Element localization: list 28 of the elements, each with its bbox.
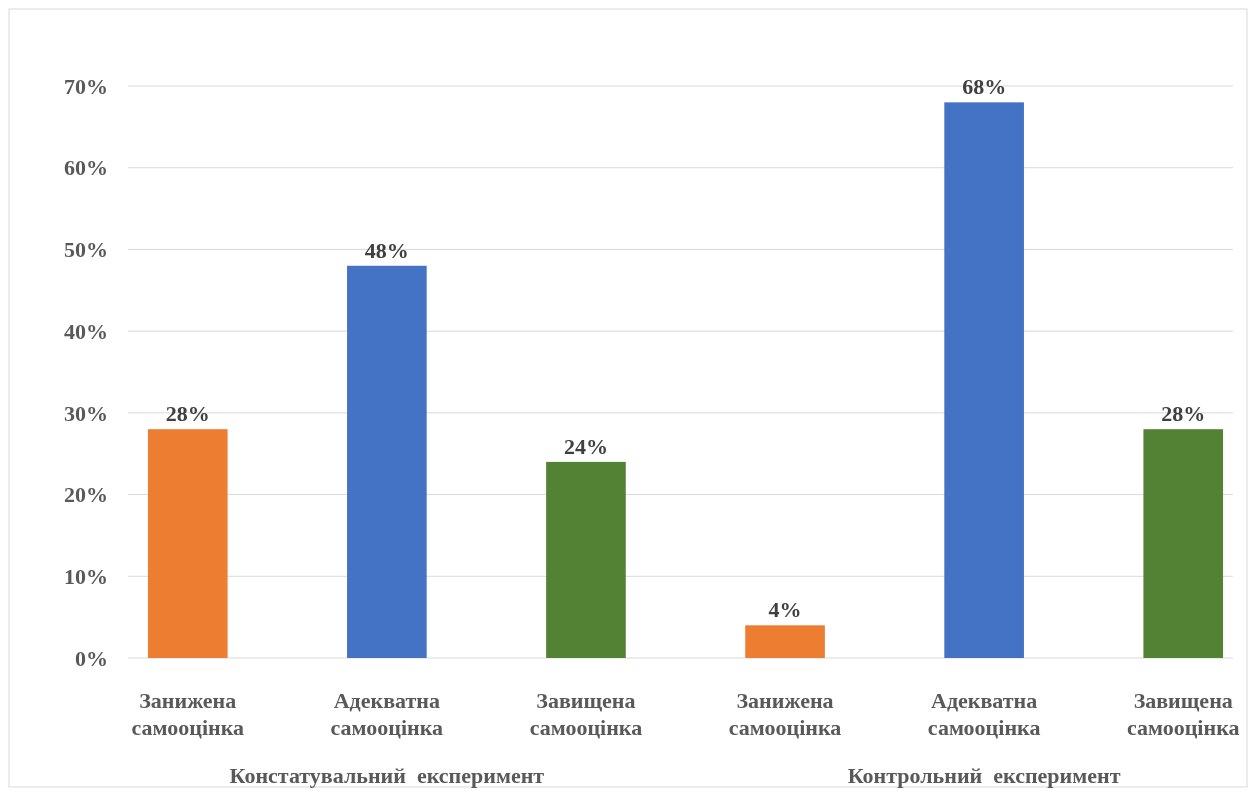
- y-tick-label: 30%: [64, 400, 108, 426]
- bar: [347, 265, 427, 658]
- bar: [147, 429, 228, 658]
- data-label: 48%: [364, 237, 409, 263]
- text: Контрольний експеримент: [847, 763, 1121, 788]
- y-tick-label: 20%: [64, 482, 108, 508]
- data-label: 68%: [962, 74, 1007, 100]
- x-tick-label: Завищена самооцінка: [1126, 688, 1240, 740]
- bar: [1143, 429, 1224, 658]
- data-label: 4%: [768, 597, 802, 623]
- x-tick-label: Занижена самооцінка: [131, 688, 245, 740]
- y-tick-label: 10%: [64, 563, 108, 589]
- data-label: 24%: [563, 433, 608, 459]
- y-tick-label: 50%: [64, 237, 108, 263]
- bar: [944, 102, 1024, 658]
- x-tick-label: Адекватна самооцінка: [927, 688, 1041, 740]
- x-tick-label: Завищена самооцінка: [529, 688, 643, 740]
- bar: [745, 625, 825, 658]
- y-tick-label: 0%: [75, 645, 108, 671]
- y-tick-label: 60%: [64, 155, 108, 181]
- y-tick-label: 40%: [64, 318, 108, 344]
- data-label: 28%: [1161, 401, 1206, 427]
- x-tick-label: Адекватна самооцінка: [330, 688, 444, 740]
- data-label: 28%: [165, 401, 210, 427]
- bar: [546, 461, 626, 658]
- x-tick-label: Занижена самооцінка: [728, 688, 842, 740]
- y-tick-label: 70%: [64, 73, 108, 99]
- text: Констатувальний експеримент: [229, 763, 545, 788]
